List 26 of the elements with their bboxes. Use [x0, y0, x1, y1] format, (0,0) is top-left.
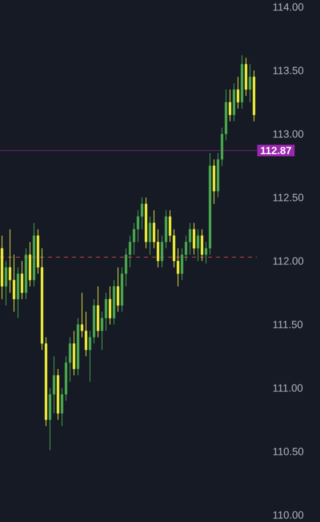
candlestick — [228, 89, 232, 122]
candlestick — [188, 222, 192, 255]
candlestick — [20, 260, 24, 300]
candlestick — [4, 260, 8, 306]
candlestick — [108, 286, 112, 325]
candlestick — [84, 311, 88, 357]
candlestick — [116, 267, 120, 312]
candlestick — [248, 64, 252, 103]
candlestick — [148, 216, 152, 255]
y-tick-label: 110.00 — [273, 511, 304, 519]
candlestick — [196, 228, 200, 262]
candlestick — [140, 197, 144, 230]
candlestick — [200, 228, 204, 262]
y-tick-label: 110.50 — [273, 448, 304, 456]
ref-line-label: 112.87 — [260, 146, 292, 154]
y-tick-label: 114.00 — [273, 3, 304, 11]
y-tick-label: 112.50 — [273, 194, 304, 202]
candlestick — [104, 292, 108, 332]
candlestick — [236, 76, 240, 109]
candlestick — [12, 254, 16, 312]
y-tick-label: 111.00 — [273, 384, 303, 392]
y-tick-label: 112.00 — [273, 257, 304, 265]
candlestick — [192, 222, 196, 255]
y-tick-label: 111.50 — [273, 320, 303, 328]
y-tick-label: 113.50 — [273, 66, 304, 74]
y-tick-label: 113.00 — [273, 130, 304, 138]
